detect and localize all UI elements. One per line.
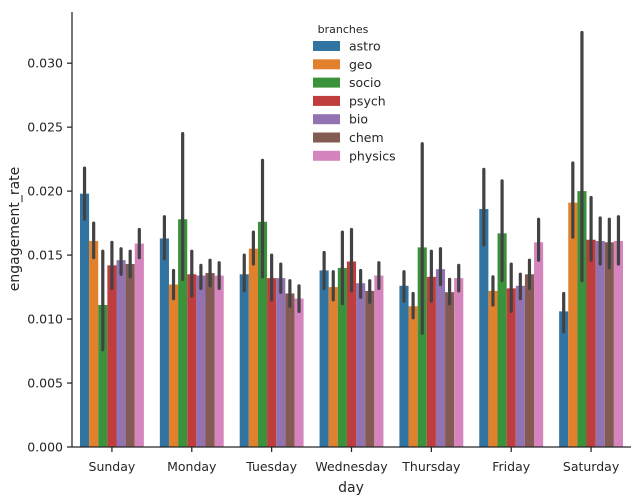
bar-chem-tuesday — [285, 293, 295, 447]
bar-astro-monday — [159, 238, 169, 447]
bar-physics-tuesday — [294, 298, 304, 447]
bar-astro-sunday — [79, 193, 90, 447]
bar-physics-monday — [214, 275, 224, 447]
bars-layer — [79, 191, 624, 447]
x-tick-label: Friday — [492, 459, 530, 474]
bar-bio-saturday — [595, 241, 605, 447]
bar-socio-thursday — [417, 247, 427, 447]
bar-socio-tuesday — [257, 221, 268, 447]
bar-bio-friday — [515, 285, 525, 447]
bar-socio-monday — [178, 219, 188, 447]
bar-astro-saturday — [559, 311, 569, 447]
legend-swatch-socio — [313, 77, 340, 88]
bar-chem-monday — [205, 273, 215, 447]
legend-label-socio: socio — [349, 75, 381, 90]
y-ticks: 0.000 0.005 0.010 0.015 0.020 0.025 0.030 — [27, 56, 72, 455]
x-tick-label: Monday — [167, 459, 217, 474]
bar-socio-friday — [497, 233, 507, 447]
bar-psych-friday — [506, 288, 516, 447]
bar-socio-saturday — [577, 191, 587, 447]
legend-label-chem: chem — [349, 130, 384, 145]
bar-socio-wednesday — [337, 267, 347, 447]
bar-psych-tuesday — [267, 278, 277, 447]
bar-psych-thursday — [426, 276, 436, 447]
bar-astro-wednesday — [319, 270, 329, 447]
legend-swatch-physics — [313, 150, 340, 161]
x-axis-label: day — [338, 480, 364, 496]
legend-label-bio: bio — [349, 112, 368, 127]
bar-physics-sunday — [134, 243, 144, 447]
bar-chem-saturday — [604, 242, 614, 447]
bar-geo-monday — [168, 284, 179, 447]
bar-geo-wednesday — [328, 287, 338, 447]
y-tick-label: 0.025 — [27, 120, 63, 135]
bar-physics-saturday — [613, 241, 624, 447]
bar-geo-sunday — [89, 241, 99, 447]
y-tick-label: 0.005 — [27, 376, 63, 391]
legend-title: branches — [318, 23, 369, 36]
bar-geo-saturday — [568, 202, 578, 447]
bar-chem-thursday — [445, 292, 455, 447]
legend-swatch-bio — [313, 114, 340, 125]
y-tick-label: 0.000 — [27, 440, 63, 455]
bar-geo-friday — [488, 290, 498, 447]
y-tick-label: 0.010 — [27, 312, 63, 327]
legend-label-psych: psych — [349, 93, 386, 108]
bar-astro-tuesday — [239, 274, 249, 447]
x-tick-label: Saturday — [563, 459, 620, 474]
legend-swatch-geo — [313, 59, 340, 70]
error-bars-layer — [82, 30, 621, 352]
bar-chem-sunday — [125, 264, 135, 447]
bar-bio-sunday — [116, 260, 126, 447]
bar-psych-monday — [187, 274, 197, 447]
bar-physics-wednesday — [374, 275, 384, 447]
legend-swatch-astro — [313, 41, 340, 51]
bar-geo-thursday — [408, 306, 418, 447]
bar-physics-friday — [534, 242, 544, 447]
y-tick-label: 0.020 — [27, 184, 63, 199]
x-tick-label: Sunday — [89, 459, 136, 474]
bar-psych-wednesday — [346, 261, 357, 447]
bar-psych-saturday — [586, 239, 596, 447]
bar-bio-wednesday — [356, 283, 366, 447]
y-tick-label: 0.015 — [27, 248, 63, 263]
y-axis-label: engagement_rate — [7, 167, 23, 292]
bar-geo-tuesday — [248, 248, 258, 447]
bar-socio-sunday — [98, 304, 108, 447]
bar-bio-thursday — [435, 269, 446, 447]
x-ticks: Sunday Monday Tuesday Wednesday Thursday Frid… — [89, 447, 620, 474]
legend-swatch-psych — [313, 95, 340, 106]
x-tick-label: Thursday — [401, 459, 461, 474]
bar-astro-friday — [479, 209, 489, 447]
bar-bio-tuesday — [276, 278, 286, 447]
legend-label-astro: astro — [349, 39, 381, 54]
y-tick-label: 0.030 — [27, 56, 63, 71]
x-tick-label: Wednesday — [315, 459, 388, 474]
bar-psych-sunday — [107, 265, 117, 447]
bar-physics-thursday — [454, 278, 464, 447]
legend-label-geo: geo — [349, 57, 372, 72]
legend-label-physics: physics — [349, 148, 396, 163]
bar-chem-wednesday — [365, 290, 375, 447]
bar-bio-monday — [196, 275, 206, 447]
legend: branches astro geo socio psych bio chem physic… — [313, 23, 396, 163]
legend-swatch-chem — [313, 132, 340, 143]
bar-astro-thursday — [399, 285, 409, 447]
bar-chem-friday — [524, 274, 535, 447]
x-tick-label: Tuesday — [245, 459, 297, 474]
